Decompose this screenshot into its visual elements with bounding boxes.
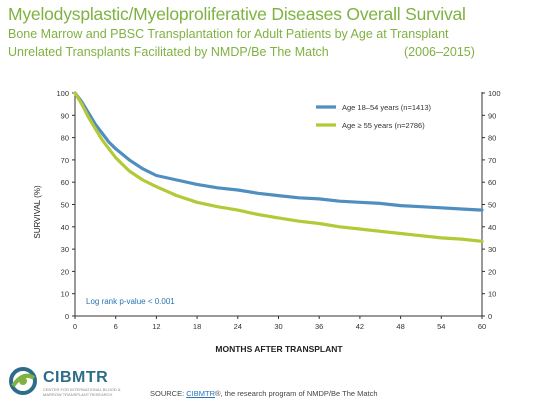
source-prefix: SOURCE: — [150, 389, 187, 398]
y-tick-label-right: 70 — [488, 156, 496, 165]
y-tick-label-left: 70 — [61, 156, 69, 165]
y-tick-label-left: 0 — [65, 312, 69, 321]
y-tick-label-left: 80 — [61, 134, 69, 143]
legend-label-1: Age 18–54 years (n=1413) — [342, 103, 432, 112]
x-tick-label: 54 — [437, 322, 445, 331]
x-tick-label: 60 — [478, 322, 486, 331]
y-tick-label-left: 20 — [61, 267, 69, 276]
chart-subtitle-source: Unrelated Transplants Facilitated by NMD… — [8, 45, 329, 59]
chart-subtitle: Bone Marrow and PBSC Transplantation for… — [8, 27, 449, 41]
cibmtr-logo-icon — [9, 367, 37, 395]
x-tick-label: 6 — [114, 322, 118, 331]
y-tick-label-right: 80 — [488, 134, 496, 143]
y-tick-label-right: 10 — [488, 290, 496, 299]
y-tick-label-right: 90 — [488, 111, 496, 120]
y-tick-label-right: 100 — [488, 89, 501, 98]
p-value-annotation: Log rank p-value < 0.001 — [86, 297, 175, 306]
y-tick-label-left: 100 — [56, 89, 69, 98]
x-tick-label: 36 — [315, 322, 323, 331]
y-tick-label-left: 40 — [61, 223, 69, 232]
x-tick-label: 48 — [396, 322, 404, 331]
source-link[interactable]: CIBMTR — [186, 389, 216, 398]
x-tick-label: 0 — [73, 322, 77, 331]
y-tick-label-right: 40 — [488, 223, 496, 232]
y-tick-label-right: 30 — [488, 245, 496, 254]
chart-title: Myelodysplastic/Myeloproliferative Disea… — [8, 4, 466, 24]
y-tick-label-left: 10 — [61, 290, 69, 299]
series-line-1 — [73, 91, 484, 212]
y-tick-label-left: 30 — [61, 245, 69, 254]
y-tick-label-right: 60 — [488, 178, 496, 187]
x-tick-label: 24 — [234, 322, 242, 331]
chart-legend: Age 18–54 years (n=1413) Age ≥ 55 years (… — [316, 103, 432, 130]
x-tick-label: 42 — [356, 322, 364, 331]
y-tick-label-right: 0 — [488, 312, 492, 321]
y-tick-label-left: 90 — [61, 111, 69, 120]
y-tick-label-left: 60 — [61, 178, 69, 187]
y-tick-label-right: 50 — [488, 201, 496, 210]
x-tick-label: 18 — [193, 322, 201, 331]
y-tick-label-right: 20 — [488, 267, 496, 276]
x-tick-label: 12 — [152, 322, 160, 331]
legend-label-2: Age ≥ 55 years (n=2786) — [342, 121, 425, 130]
y-axis-label: SURVIVAL (%) — [33, 185, 42, 239]
logo-tagline: CENTER FOR INTERNATIONAL BLOOD & MARROW … — [43, 387, 121, 397]
source-note: SOURCE: CIBMTR®, the research program of… — [150, 389, 378, 398]
y-tick-label-left: 50 — [61, 201, 69, 210]
chart-years: (2006–2015) — [404, 45, 475, 59]
logo-wordmark: CIBMTR — [43, 369, 109, 386]
x-tick-label: 30 — [274, 322, 282, 331]
chart-lines — [73, 91, 484, 243]
source-suffix: ®, the research program of NMDP/Be The M… — [215, 389, 378, 398]
x-axis-label: MONTHS AFTER TRANSPLANT — [215, 344, 343, 354]
series-line-2 — [73, 91, 484, 243]
